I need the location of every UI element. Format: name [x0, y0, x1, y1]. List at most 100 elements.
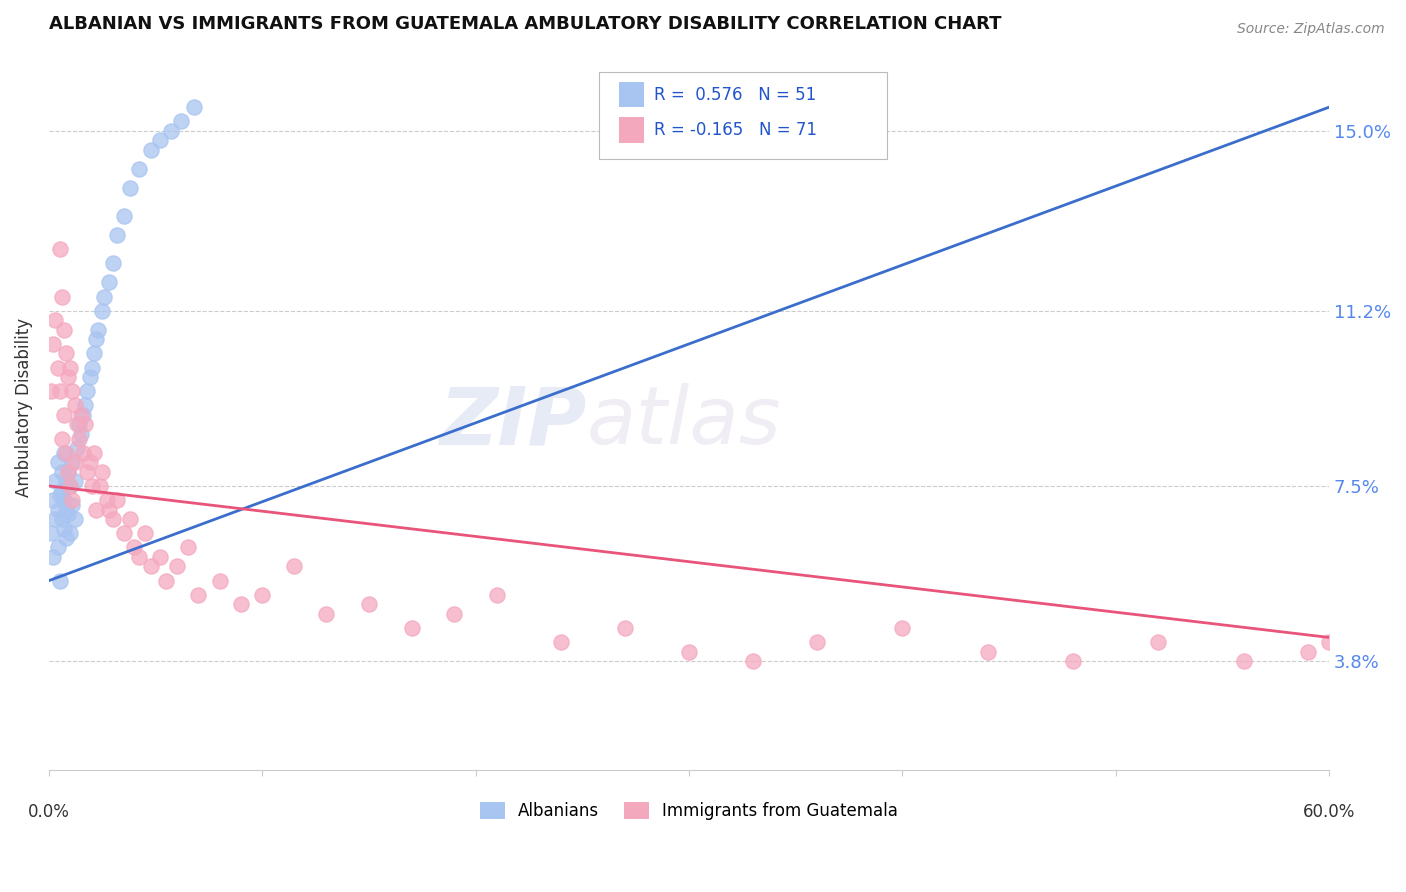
Point [42, 493, 65, 508]
Point [118, 180, 141, 194]
Point [62, 498, 84, 512]
Point [183, 100, 205, 114]
Point [56, 370, 79, 384]
FancyBboxPatch shape [619, 82, 644, 107]
Point [59, 479, 82, 493]
Point [75, 417, 97, 432]
Point [105, 227, 128, 242]
Point [80, 479, 103, 493]
Text: atlas: atlas [586, 384, 782, 461]
Point [1062, 654, 1084, 668]
Point [1147, 635, 1170, 649]
Text: ALBANIAN VS IMMIGRANTS FROM GUATEMALA AMBULATORY DISABILITY CORRELATION CHART: ALBANIAN VS IMMIGRANTS FROM GUATEMALA AM… [49, 15, 1001, 33]
Point [155, 574, 177, 588]
Point [39, 384, 62, 399]
Text: 0.0%: 0.0% [28, 803, 70, 822]
Point [66, 417, 89, 432]
Point [187, 588, 209, 602]
Point [118, 512, 141, 526]
Point [170, 114, 193, 128]
Point [806, 635, 828, 649]
Point [75, 399, 97, 413]
Point [76, 465, 98, 479]
Point [63, 474, 86, 488]
Point [72, 446, 94, 460]
Point [56, 465, 79, 479]
Point [976, 645, 998, 659]
Point [128, 161, 150, 176]
Point [63, 512, 86, 526]
Point [149, 549, 172, 564]
Text: ZIP: ZIP [439, 384, 586, 461]
Point [485, 588, 508, 602]
Point [70, 408, 93, 422]
Point [83, 346, 105, 360]
Point [56, 465, 79, 479]
Point [891, 621, 914, 635]
Point [1339, 668, 1361, 682]
Text: Source: ZipAtlas.com: Source: ZipAtlas.com [1237, 22, 1385, 37]
Point [52, 408, 75, 422]
Point [72, 408, 94, 422]
Point [51, 465, 73, 479]
Point [443, 607, 465, 621]
Point [315, 607, 337, 621]
Point [229, 597, 252, 611]
Point [46, 502, 69, 516]
Point [62, 493, 84, 508]
Point [55, 531, 77, 545]
Point [1317, 635, 1340, 649]
Point [401, 621, 423, 635]
Point [48, 488, 70, 502]
Point [46, 455, 69, 469]
Point [208, 574, 231, 588]
Point [42, 549, 65, 564]
Point [79, 455, 101, 469]
Point [1296, 645, 1319, 659]
Point [1382, 682, 1405, 697]
Point [48, 574, 70, 588]
Point [83, 446, 105, 460]
Point [55, 346, 77, 360]
Point [283, 559, 305, 574]
Point [112, 526, 135, 541]
Point [52, 522, 75, 536]
Point [166, 559, 188, 574]
Point [46, 541, 69, 555]
Point [55, 502, 77, 516]
Point [134, 526, 156, 541]
Point [84, 502, 107, 516]
Point [48, 242, 70, 256]
Point [55, 474, 77, 488]
Point [59, 479, 82, 493]
Point [112, 209, 135, 223]
Point [91, 303, 114, 318]
Point [52, 323, 75, 337]
Point [97, 502, 120, 516]
Point [44, 474, 66, 488]
Point [59, 360, 82, 375]
Point [101, 256, 124, 270]
Point [128, 549, 150, 564]
Point [70, 426, 93, 441]
Point [44, 313, 66, 327]
Point [159, 124, 181, 138]
Point [93, 289, 115, 303]
Point [44, 512, 66, 526]
Point [614, 621, 637, 635]
Point [63, 455, 86, 469]
Point [62, 384, 84, 399]
FancyBboxPatch shape [619, 118, 644, 143]
Point [39, 526, 62, 541]
Point [51, 512, 73, 526]
Point [97, 276, 120, 290]
Point [101, 512, 124, 526]
Point [176, 541, 198, 555]
Point [742, 654, 765, 668]
Point [52, 493, 75, 508]
Point [79, 370, 101, 384]
Point [91, 465, 114, 479]
Point [87, 323, 110, 337]
Point [357, 597, 380, 611]
Point [76, 384, 98, 399]
